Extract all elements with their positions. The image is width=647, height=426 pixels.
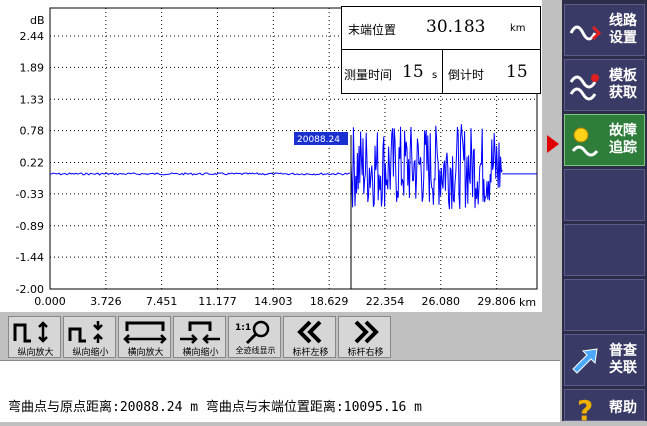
sidebar-item-empty-1 bbox=[564, 169, 645, 221]
active-item-pointer-icon bbox=[547, 135, 559, 153]
full-trace-button[interactable]: 1:1 全迹线显示 bbox=[228, 316, 281, 358]
y-tick-label: 0.22 bbox=[20, 157, 45, 170]
y-unit-label: dB bbox=[30, 14, 45, 27]
measure-time-unit: s bbox=[432, 70, 438, 81]
fault-trace-icon bbox=[571, 127, 599, 157]
x-tick-label: 22.354 bbox=[366, 295, 405, 308]
x-tick-label: 18.629 bbox=[310, 295, 349, 308]
y-tick-label: 1.89 bbox=[20, 61, 45, 74]
measure-time-value: 15 bbox=[402, 62, 424, 82]
toolbar-button-label: 横向缩小 bbox=[182, 348, 219, 358]
end-position-value: 30.183 bbox=[426, 17, 486, 37]
vertical-zoom-in-icon bbox=[13, 321, 48, 343]
x-tick-label: 14.903 bbox=[254, 295, 293, 308]
cursor-left-icon bbox=[297, 320, 322, 344]
measurement-info-box: 末端位置 30.183 km 测量时间 15 s 倒计时 15 bbox=[341, 6, 541, 94]
sidebar: 线路 设置 模板 获取 故障 追踪 普查 关联 ? 帮助 bbox=[562, 0, 647, 426]
toolbar-button-label: 纵向缩小 bbox=[72, 348, 109, 358]
toolbar-button-label: 横向放大 bbox=[127, 348, 164, 358]
countdown-label: 倒计时 bbox=[448, 68, 485, 82]
sidebar-item-empty-3 bbox=[564, 279, 645, 331]
x-tick-label: 0.000 bbox=[34, 295, 66, 308]
status-bar: 弯曲点与原点距离:20088.24 m 弯曲点与末端位置距离:10095.16 … bbox=[0, 360, 560, 422]
full-trace-badge: 1:1 bbox=[235, 323, 251, 333]
vertical-zoom-out-icon bbox=[68, 321, 103, 343]
line-wave-icon bbox=[569, 25, 601, 41]
x-tick-label: 3.726 bbox=[90, 295, 122, 308]
x-tick-label: 29.806 bbox=[477, 295, 516, 308]
toolbar-button-label: 全迹线显示 bbox=[235, 346, 276, 355]
sidebar-item-label: 帮助 bbox=[609, 400, 637, 416]
bend-point-distance-text: 弯曲点与原点距离:20088.24 m 弯曲点与末端位置距离:10095.16 … bbox=[8, 400, 423, 415]
x-tick-label: 11.177 bbox=[198, 295, 237, 308]
x-tick-label: 26.080 bbox=[422, 295, 461, 308]
toolbar-button-label: 标杆右移 bbox=[347, 348, 384, 358]
sidebar-item-empty-2 bbox=[564, 224, 645, 276]
y-tick-label: -0.89 bbox=[16, 220, 44, 233]
toolbar-button-label: 标杆左移 bbox=[292, 348, 329, 358]
y-tick-label: 2.44 bbox=[20, 30, 45, 43]
x-tick-label: 7.451 bbox=[146, 295, 178, 308]
template-wave-icon bbox=[569, 74, 599, 101]
vertical-zoom-in-button[interactable]: 纵向放大 bbox=[8, 316, 61, 358]
x-unit-label: km bbox=[519, 296, 536, 309]
marker-label-box bbox=[294, 132, 349, 145]
sidebar-item-template[interactable]: 模板 获取 bbox=[564, 59, 645, 111]
chart-tick-labels: 2.44 1.89 1.33 0.78 0.22 -0.33 -0.89 -1.44 -2.00… bbox=[16, 30, 516, 308]
horizontal-zoom-out-icon bbox=[180, 321, 220, 344]
cursor-right-button[interactable]: 标杆右移 bbox=[338, 316, 391, 358]
sidebar-item-help[interactable]: ? 帮助 bbox=[564, 389, 645, 426]
full-trace-icon: 1:1 bbox=[235, 320, 270, 345]
sidebar-item-label: 故障 追踪 bbox=[609, 123, 637, 156]
y-tick-label: -0.33 bbox=[16, 188, 44, 201]
y-tick-label: 1.33 bbox=[20, 93, 45, 106]
trace-flat-segment bbox=[49, 172, 351, 176]
toolbar-button-label: 纵向放大 bbox=[17, 348, 54, 358]
horizontal-zoom-in-icon bbox=[123, 321, 167, 344]
trace-chart[interactable]: 2.44 1.89 1.33 0.78 0.22 -0.33 -0.89 -1.44 -2.00… bbox=[0, 0, 542, 312]
svg-text:?: ? bbox=[577, 394, 593, 426]
trace-noise-segment bbox=[350, 124, 503, 210]
sidebar-item-survey[interactable]: 普查 关联 bbox=[564, 334, 645, 386]
survey-arrow-icon bbox=[572, 348, 598, 374]
y-tick-label: -1.44 bbox=[16, 251, 44, 264]
help-icon: ? bbox=[577, 394, 593, 426]
y-tick-label: -2.00 bbox=[16, 283, 44, 296]
horizontal-zoom-out-button[interactable]: 横向缩小 bbox=[173, 316, 226, 358]
sidebar-item-fault-trace[interactable]: 故障 追踪 bbox=[564, 114, 645, 166]
vertical-zoom-out-button[interactable]: 纵向缩小 bbox=[63, 316, 116, 358]
horizontal-zoom-in-button[interactable]: 横向放大 bbox=[118, 316, 171, 358]
countdown-value: 15 bbox=[506, 62, 528, 82]
marker-label: 20088.24 bbox=[297, 135, 340, 145]
measure-time-label: 测量时间 bbox=[344, 68, 393, 82]
end-position-unit: km bbox=[510, 23, 526, 34]
cursor-right-icon bbox=[354, 320, 379, 344]
chart-trace bbox=[49, 124, 537, 210]
sidebar-item-label: 线路 设置 bbox=[609, 13, 637, 46]
trace-chart-area[interactable]: 2.44 1.89 1.33 0.78 0.22 -0.33 -0.89 -1.44 -2.00… bbox=[0, 0, 542, 312]
y-tick-label: 0.78 bbox=[20, 125, 45, 138]
sidebar-item-line-settings[interactable]: 线路 设置 bbox=[564, 4, 645, 56]
sidebar-item-label: 普查 关联 bbox=[609, 343, 637, 376]
sidebar-item-label: 模板 获取 bbox=[609, 68, 637, 101]
cursor-left-button[interactable]: 标杆左移 bbox=[283, 316, 336, 358]
end-position-label: 末端位置 bbox=[348, 23, 397, 37]
